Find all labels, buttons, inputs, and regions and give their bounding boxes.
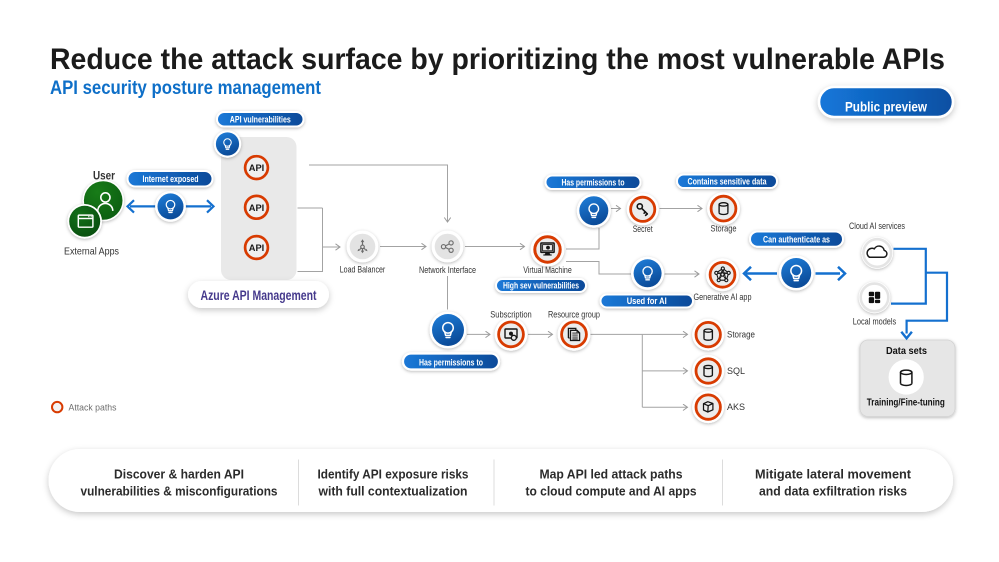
svg-text:High sev vulnerabilities: High sev vulnerabilities: [503, 281, 579, 291]
svg-text:Has permissions to: Has permissions to: [562, 177, 625, 187]
svg-text:Load Balancer: Load Balancer: [340, 265, 386, 275]
svg-text:Can authenticate as: Can authenticate as: [763, 235, 830, 245]
svg-text:API vulnerabilities: API vulnerabilities: [230, 114, 291, 124]
svg-text:Has permissions to: Has permissions to: [419, 356, 483, 367]
svg-text:Reduce the attack surface by p: Reduce the attack surface by prioritizin…: [50, 43, 945, 76]
svg-text:to cloud compute and AI apps: to cloud compute and AI apps: [526, 484, 697, 499]
svg-text:AKS: AKS: [727, 402, 745, 412]
svg-text:SQL: SQL: [727, 366, 745, 376]
svg-text:Training/Fine-tuning: Training/Fine-tuning: [867, 398, 945, 409]
svg-text:Identify API exposure risks: Identify API exposure risks: [318, 467, 469, 482]
svg-text:Mitigate lateral movement: Mitigate lateral movement: [755, 467, 912, 482]
svg-text:Discover & harden API: Discover & harden API: [114, 467, 244, 482]
svg-text:Generative AI app: Generative AI app: [694, 292, 752, 302]
svg-text:API: API: [249, 163, 265, 173]
svg-text:API security posture managemen: API security posture management: [50, 78, 322, 99]
svg-text:vulnerabilities & misconfigura: vulnerabilities & misconfigurations: [81, 484, 278, 499]
svg-text:Local models: Local models: [853, 317, 897, 327]
svg-text:Secret: Secret: [633, 224, 653, 234]
svg-text:Map API led attack paths: Map API led attack paths: [540, 467, 683, 482]
svg-text:Storage: Storage: [711, 224, 737, 234]
svg-text:Resource group: Resource group: [548, 310, 600, 320]
svg-text:Azure API Management: Azure API Management: [201, 288, 317, 303]
svg-text:Used for AI: Used for AI: [627, 296, 667, 306]
svg-text:API: API: [249, 243, 265, 253]
svg-text:Public preview: Public preview: [845, 99, 927, 115]
svg-text:Network Interface: Network Interface: [419, 265, 476, 275]
svg-text:Cloud AI services: Cloud AI services: [849, 221, 905, 231]
svg-text:Data sets: Data sets: [886, 345, 927, 357]
svg-text:API: API: [249, 203, 265, 213]
svg-text:Contains sensitive data: Contains sensitive data: [688, 176, 767, 186]
svg-text:with full contextualization: with full contextualization: [318, 484, 468, 499]
svg-text:External Apps: External Apps: [64, 246, 119, 258]
svg-text:Subscription: Subscription: [490, 310, 532, 320]
svg-text:Attack paths: Attack paths: [69, 402, 117, 413]
svg-text:Virtual Machine: Virtual Machine: [523, 265, 572, 275]
svg-text:Storage: Storage: [727, 330, 755, 340]
svg-text:Internet exposed: Internet exposed: [143, 174, 199, 184]
svg-text:and data exfiltration risks: and data exfiltration risks: [759, 484, 907, 499]
svg-text:User: User: [93, 171, 115, 183]
